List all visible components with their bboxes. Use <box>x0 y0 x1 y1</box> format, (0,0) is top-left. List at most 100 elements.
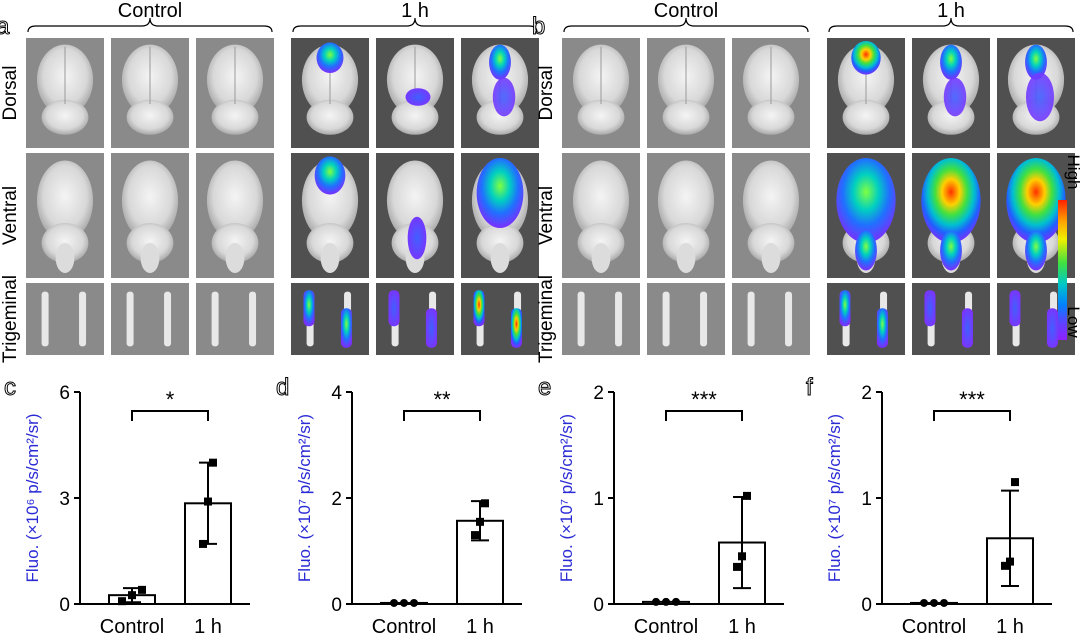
panel-letter-e: e <box>538 374 551 401</box>
data-point <box>118 597 126 606</box>
significance-marker: ** <box>433 387 451 412</box>
row-label: Dorsal <box>0 66 21 121</box>
image-tile <box>461 283 539 355</box>
image-tile <box>461 153 539 278</box>
x-tick-label: Control <box>100 616 164 638</box>
y-tick-label: 2 <box>593 383 604 404</box>
image-tile <box>732 283 810 355</box>
x-tick-label: Control <box>902 616 966 638</box>
group-label: Control <box>654 0 718 22</box>
image-tile <box>732 153 810 278</box>
data-point <box>1011 478 1019 487</box>
data-point <box>204 497 212 506</box>
image-tile <box>111 153 189 278</box>
image-tile <box>997 38 1075 148</box>
y-axis-label: Fluo. (×10⁷ p/s/cm²/sr) <box>295 414 314 582</box>
significance-bracket <box>933 410 1011 421</box>
y-tick-label: 0 <box>59 595 70 616</box>
row-label: Trigeminal <box>0 275 21 363</box>
image-tile <box>376 153 454 278</box>
panel-letter-f: f <box>806 374 813 401</box>
y-axis-label: Fluo. (×10⁶ p/s/cm²/sr) <box>23 413 42 582</box>
colorbar-high-label: High <box>1064 155 1080 190</box>
significance-bracket <box>665 410 743 421</box>
image-tile <box>912 38 990 148</box>
y-tick-label: 0 <box>861 595 872 616</box>
imaging-panel-panel_b: b Control 1 h Dorsal Ventral Trigeminal <box>532 0 1075 363</box>
y-axis-label: Fluo. (×10⁷ p/s/cm²/sr) <box>825 414 844 582</box>
x-tick-label: 1 h <box>466 616 494 638</box>
y-tick-label: 3 <box>59 489 70 510</box>
x-tick-label: 1 h <box>996 616 1024 638</box>
group-bracket <box>563 17 809 33</box>
image-tile <box>827 283 905 355</box>
image-tile <box>291 283 369 355</box>
row-label: Trigeminal <box>536 275 557 363</box>
significance-marker: *** <box>691 387 717 412</box>
data-point <box>672 597 680 606</box>
x-tick-label: 1 h <box>194 616 222 638</box>
y-tick-label: 2 <box>331 489 342 510</box>
image-tile <box>912 283 990 355</box>
imaging-panels: a Control 1 h Dorsal Ventral Trigeminal b Contr… <box>0 0 1075 363</box>
data-point <box>209 458 217 467</box>
significance-marker: *** <box>959 387 985 412</box>
significance-marker: * <box>166 387 175 412</box>
image-tile <box>647 283 725 355</box>
panel-letter-d: d <box>276 374 289 401</box>
data-point <box>471 531 479 540</box>
bar-chart-d: d Fluo. (×10⁷ p/s/cm²/sr) 0 2 4 Control 1 h ** <box>276 374 522 638</box>
image-tile <box>376 283 454 355</box>
bar-chart-e: e Fluo. (×10⁷ p/s/cm²/sr) 0 1 2 Control 1 h *** <box>538 374 784 638</box>
data-point <box>940 598 948 607</box>
data-point <box>738 552 746 561</box>
y-tick-label: 1 <box>861 489 872 510</box>
y-axis-label: Fluo. (×10⁷ p/s/cm²/sr) <box>557 414 576 582</box>
image-tile <box>827 38 905 148</box>
group-bracket <box>27 17 273 33</box>
x-tick-label: 1 h <box>728 616 756 638</box>
image-tile <box>461 38 539 148</box>
group-bracket <box>828 17 1074 33</box>
image-tile <box>562 283 640 355</box>
image-tile <box>997 153 1075 278</box>
significance-bracket <box>403 410 481 421</box>
image-tile <box>26 153 104 278</box>
colorbar-low-label: Low <box>1064 306 1080 338</box>
data-point <box>410 598 418 607</box>
image-tile <box>376 38 454 148</box>
group-label: 1 h <box>937 0 965 22</box>
row-label: Ventral <box>536 186 557 245</box>
data-point <box>481 499 489 508</box>
y-tick-label: 0 <box>593 595 604 616</box>
data-point <box>400 598 408 607</box>
y-tick-label: 2 <box>861 383 872 404</box>
group-label: 1 h <box>401 0 429 22</box>
image-tile <box>827 153 905 278</box>
group-bracket <box>292 17 538 33</box>
data-point <box>1006 557 1014 566</box>
image-tile <box>26 38 104 148</box>
colorbar <box>1058 200 1067 340</box>
data-point <box>476 517 484 526</box>
panel-letter-panel_a: a <box>0 13 10 40</box>
image-tile <box>111 283 189 355</box>
data-point <box>743 491 751 500</box>
image-tile <box>562 38 640 148</box>
data-point <box>662 597 670 606</box>
data-point <box>199 539 207 548</box>
row-label: Dorsal <box>536 66 557 121</box>
y-tick-label: 6 <box>59 383 70 404</box>
y-tick-label: 0 <box>331 595 342 616</box>
row-label: Ventral <box>0 186 21 245</box>
image-tile <box>196 38 274 148</box>
data-point <box>920 598 928 607</box>
data-point <box>1001 561 1009 570</box>
image-tile <box>291 153 369 278</box>
panel-letter-c: c <box>4 374 16 401</box>
image-tile <box>196 283 274 355</box>
image-tile <box>562 153 640 278</box>
image-tile <box>732 38 810 148</box>
